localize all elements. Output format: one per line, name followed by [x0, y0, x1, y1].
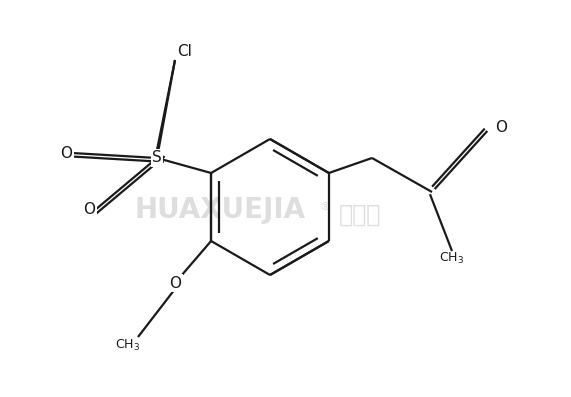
Text: Cl: Cl — [177, 44, 192, 60]
Text: O: O — [495, 121, 507, 135]
Text: HUAXUEJIA: HUAXUEJIA — [134, 196, 305, 224]
Text: 化学加: 化学加 — [339, 203, 381, 227]
Text: O: O — [60, 145, 72, 160]
Text: S: S — [152, 150, 162, 166]
Text: CH$_3$: CH$_3$ — [115, 337, 140, 353]
Text: O: O — [83, 202, 95, 218]
Text: CH$_3$: CH$_3$ — [440, 251, 465, 266]
Text: ®: ® — [320, 202, 331, 212]
Text: O: O — [169, 276, 181, 291]
